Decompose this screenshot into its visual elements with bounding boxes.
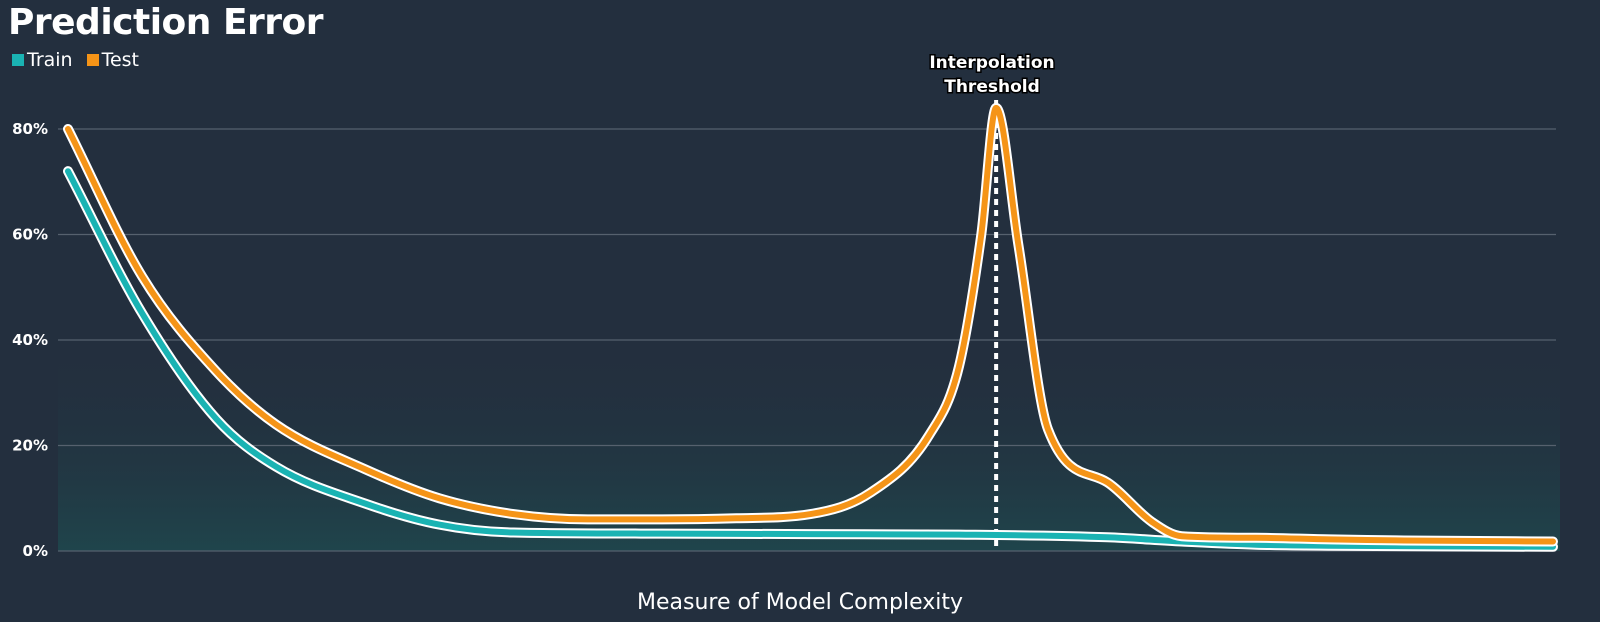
legend: Train Test — [12, 49, 139, 71]
legend-item-train[interactable]: Train — [12, 49, 73, 71]
series-test-line[interactable] — [65, 104, 1556, 545]
y-tick-label-80: 80% — [12, 120, 48, 138]
chart-title: Prediction Error — [8, 2, 324, 43]
y-tick-label-20: 20% — [12, 437, 48, 455]
legend-swatch-train — [12, 54, 24, 66]
annotation-line2: Threshold — [944, 77, 1040, 97]
legend-item-test[interactable]: Test — [86, 49, 140, 71]
legend-label-train: Train — [27, 49, 73, 71]
x-axis-label: Measure of Model Complexity — [637, 590, 963, 615]
annotation-line1: Interpolation — [929, 53, 1054, 73]
y-tick-label-0: 0% — [23, 542, 48, 560]
y-tick-label-40: 40% — [12, 331, 48, 349]
legend-label-test: Test — [101, 49, 140, 71]
series-train-line[interactable] — [65, 168, 1556, 550]
y-tick-label-60: 60% — [12, 226, 48, 244]
legend-swatch-test — [86, 54, 99, 66]
